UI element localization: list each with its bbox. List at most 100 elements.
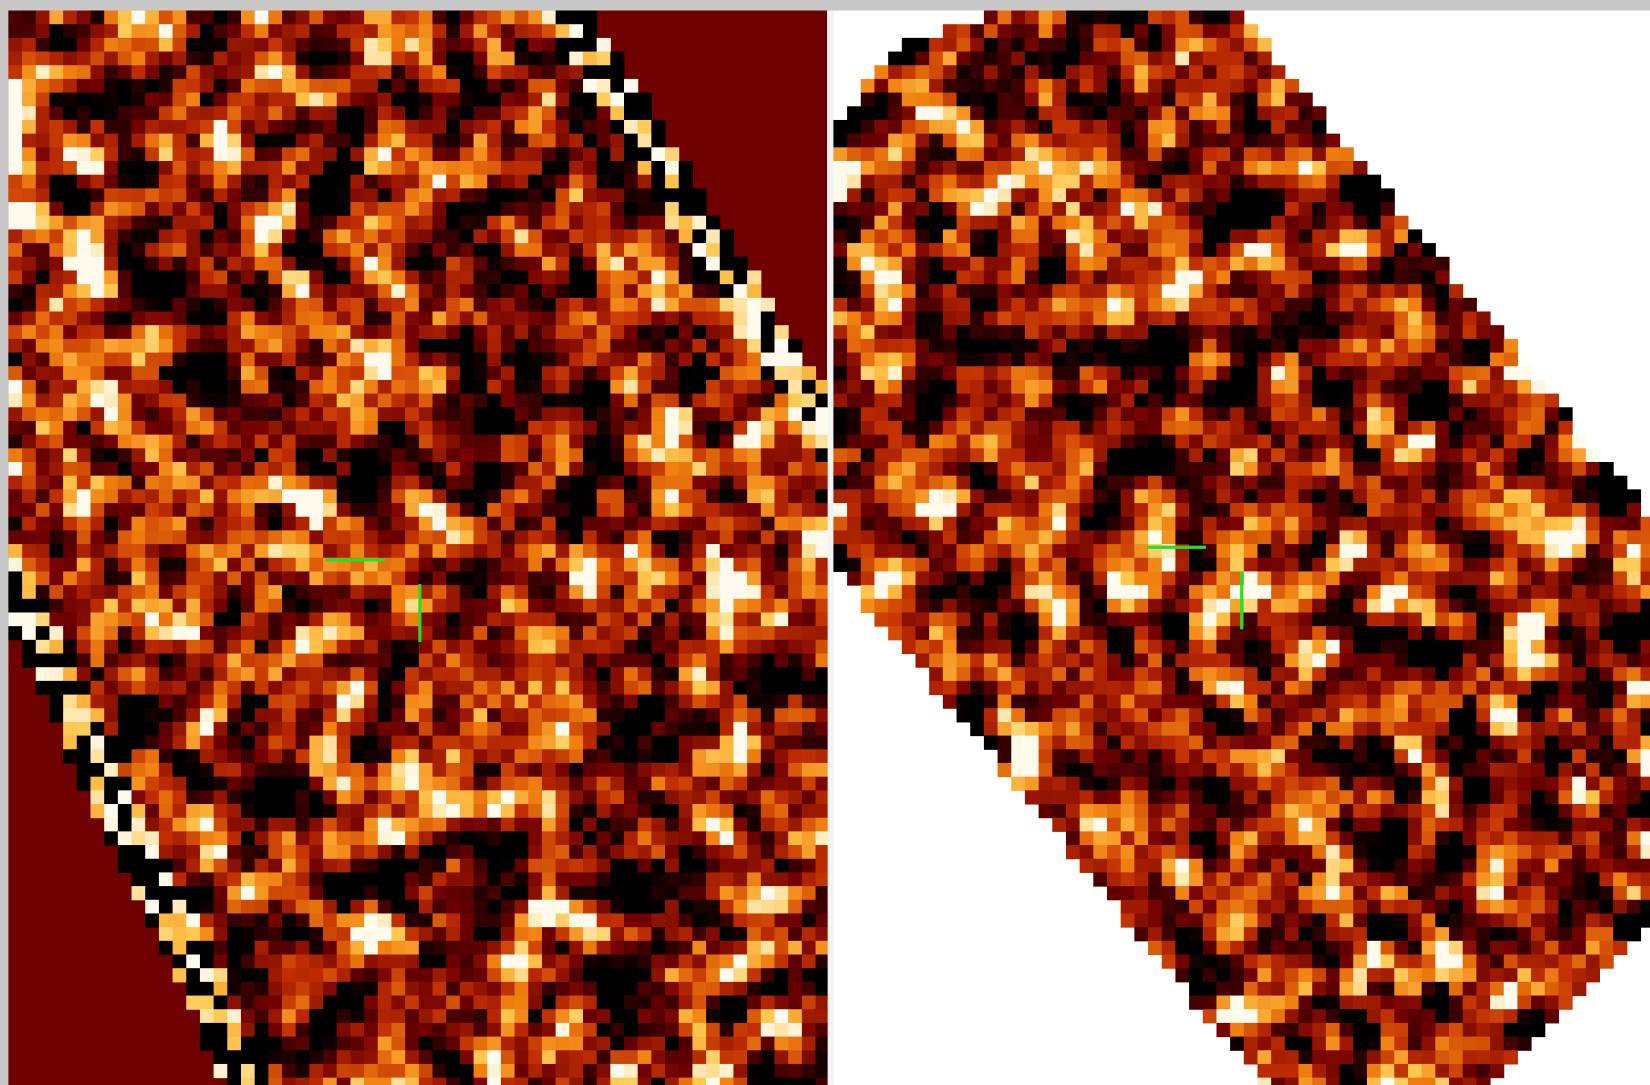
pixel (378, 872, 392, 886)
pixel (706, 955, 720, 969)
pixel (323, 216, 337, 230)
pixel (145, 202, 159, 216)
pixel (874, 147, 888, 161)
pixel (8, 202, 22, 216)
pixel (802, 763, 816, 777)
pixel (1435, 284, 1449, 298)
pixel (610, 243, 624, 257)
pixel (200, 558, 214, 572)
pixel (679, 161, 693, 175)
pixel (227, 24, 241, 38)
pixel (761, 886, 775, 900)
pixel (432, 612, 446, 626)
pixel (515, 298, 529, 312)
pixel (419, 38, 433, 52)
pixel (1230, 175, 1244, 189)
pixel (747, 489, 761, 503)
pixel (1121, 65, 1135, 79)
pixel (733, 845, 747, 859)
pixel (323, 489, 337, 503)
pixel (159, 941, 173, 955)
pixel (227, 708, 241, 722)
pixel (118, 325, 132, 339)
pixel (747, 654, 761, 668)
pixel (1121, 120, 1135, 134)
pixel (186, 476, 200, 490)
pixel (1080, 229, 1094, 243)
pixel (747, 831, 761, 845)
pixel (186, 667, 200, 681)
pixel (1271, 229, 1285, 243)
pixel (419, 667, 433, 681)
pixel (1039, 284, 1053, 298)
pixel (957, 243, 971, 257)
pixel (638, 366, 652, 380)
pixel (929, 120, 943, 134)
pixel (77, 257, 91, 271)
pixel (1175, 257, 1189, 271)
pixel (651, 175, 665, 189)
pixel (323, 996, 337, 1010)
pixel (350, 530, 364, 544)
pixel (200, 106, 214, 120)
pixel (22, 134, 36, 148)
pixel (816, 927, 828, 941)
pixel (970, 243, 984, 257)
pixel (957, 188, 971, 202)
pixel (432, 968, 446, 982)
pixel (8, 489, 22, 503)
pixel (282, 270, 296, 284)
pixel (268, 1078, 282, 1085)
pixel (1257, 284, 1271, 298)
pixel (610, 1078, 624, 1085)
pixel (227, 763, 241, 777)
pixel (22, 38, 36, 52)
pixel (528, 202, 542, 216)
pixel (309, 585, 323, 599)
pixel (610, 818, 624, 832)
pixel (309, 708, 323, 722)
pixel (118, 421, 132, 435)
pixel (255, 38, 269, 52)
pixel (1175, 216, 1189, 230)
pixel (638, 435, 652, 449)
pixel (1162, 120, 1176, 134)
pixel (350, 1009, 364, 1023)
pixel (970, 134, 984, 148)
pixel (501, 667, 515, 681)
pixel (998, 11, 1012, 25)
pixel (8, 243, 22, 257)
pixel (104, 708, 118, 722)
pixel (1025, 79, 1039, 93)
pixel (1025, 202, 1039, 216)
pixel (227, 476, 241, 490)
pixel (542, 1037, 556, 1051)
pixel (556, 1078, 570, 1085)
pixel (474, 886, 488, 900)
pixel (186, 530, 200, 544)
pixel (1066, 202, 1080, 216)
pixel (132, 489, 146, 503)
pixel (241, 161, 255, 175)
pixel (391, 517, 405, 531)
pixel (474, 845, 488, 859)
pixel (487, 298, 501, 312)
pixel (1257, 243, 1271, 257)
pixel (1052, 65, 1066, 79)
pixel (474, 353, 488, 367)
pixel (624, 763, 638, 777)
pixel (446, 818, 460, 832)
pixel (651, 654, 665, 668)
pixel (665, 955, 679, 969)
pixel (309, 599, 323, 613)
pixel (241, 777, 255, 791)
pixel (679, 722, 693, 736)
pixel (651, 421, 665, 435)
pixel (733, 667, 747, 681)
pixel (350, 982, 364, 996)
pixel (597, 229, 611, 243)
pixel (309, 1009, 323, 1023)
pixel (610, 175, 624, 189)
pixel (227, 325, 241, 339)
pixel (145, 79, 159, 93)
